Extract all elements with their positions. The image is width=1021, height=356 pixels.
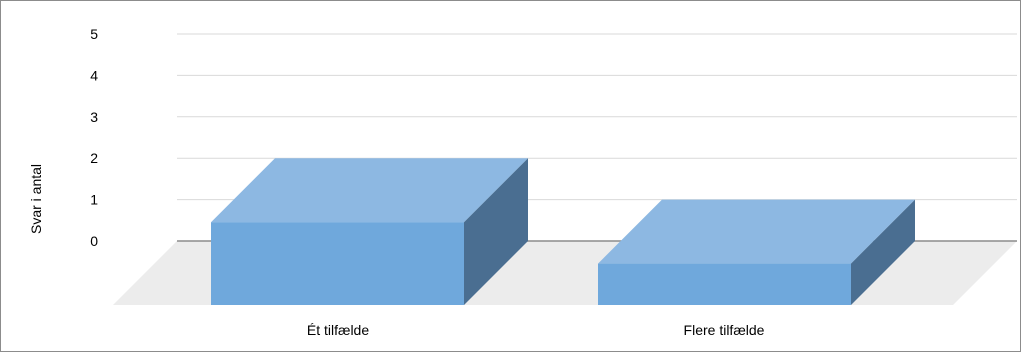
bar-front-face — [211, 222, 464, 305]
y-tick-label: 1 — [90, 192, 98, 208]
y-tick-label: 0 — [90, 233, 98, 249]
y-tick-label: 5 — [90, 26, 98, 42]
bar — [211, 158, 528, 305]
y-tick-label: 3 — [90, 109, 98, 125]
y-tick-label: 4 — [90, 67, 98, 83]
bar-side-face — [851, 199, 915, 305]
bar-side-face — [464, 158, 528, 305]
y-tick-label: 2 — [90, 150, 98, 166]
x-tick-label: Ét tilfælde — [307, 322, 369, 338]
bar — [598, 199, 915, 305]
bar-top-face — [211, 158, 528, 223]
y-axis-label: Svar i antal — [28, 164, 44, 234]
bar-top-face — [598, 199, 915, 264]
bar-front-face — [598, 263, 851, 305]
x-tick-label: Flere tilfælde — [684, 322, 765, 338]
